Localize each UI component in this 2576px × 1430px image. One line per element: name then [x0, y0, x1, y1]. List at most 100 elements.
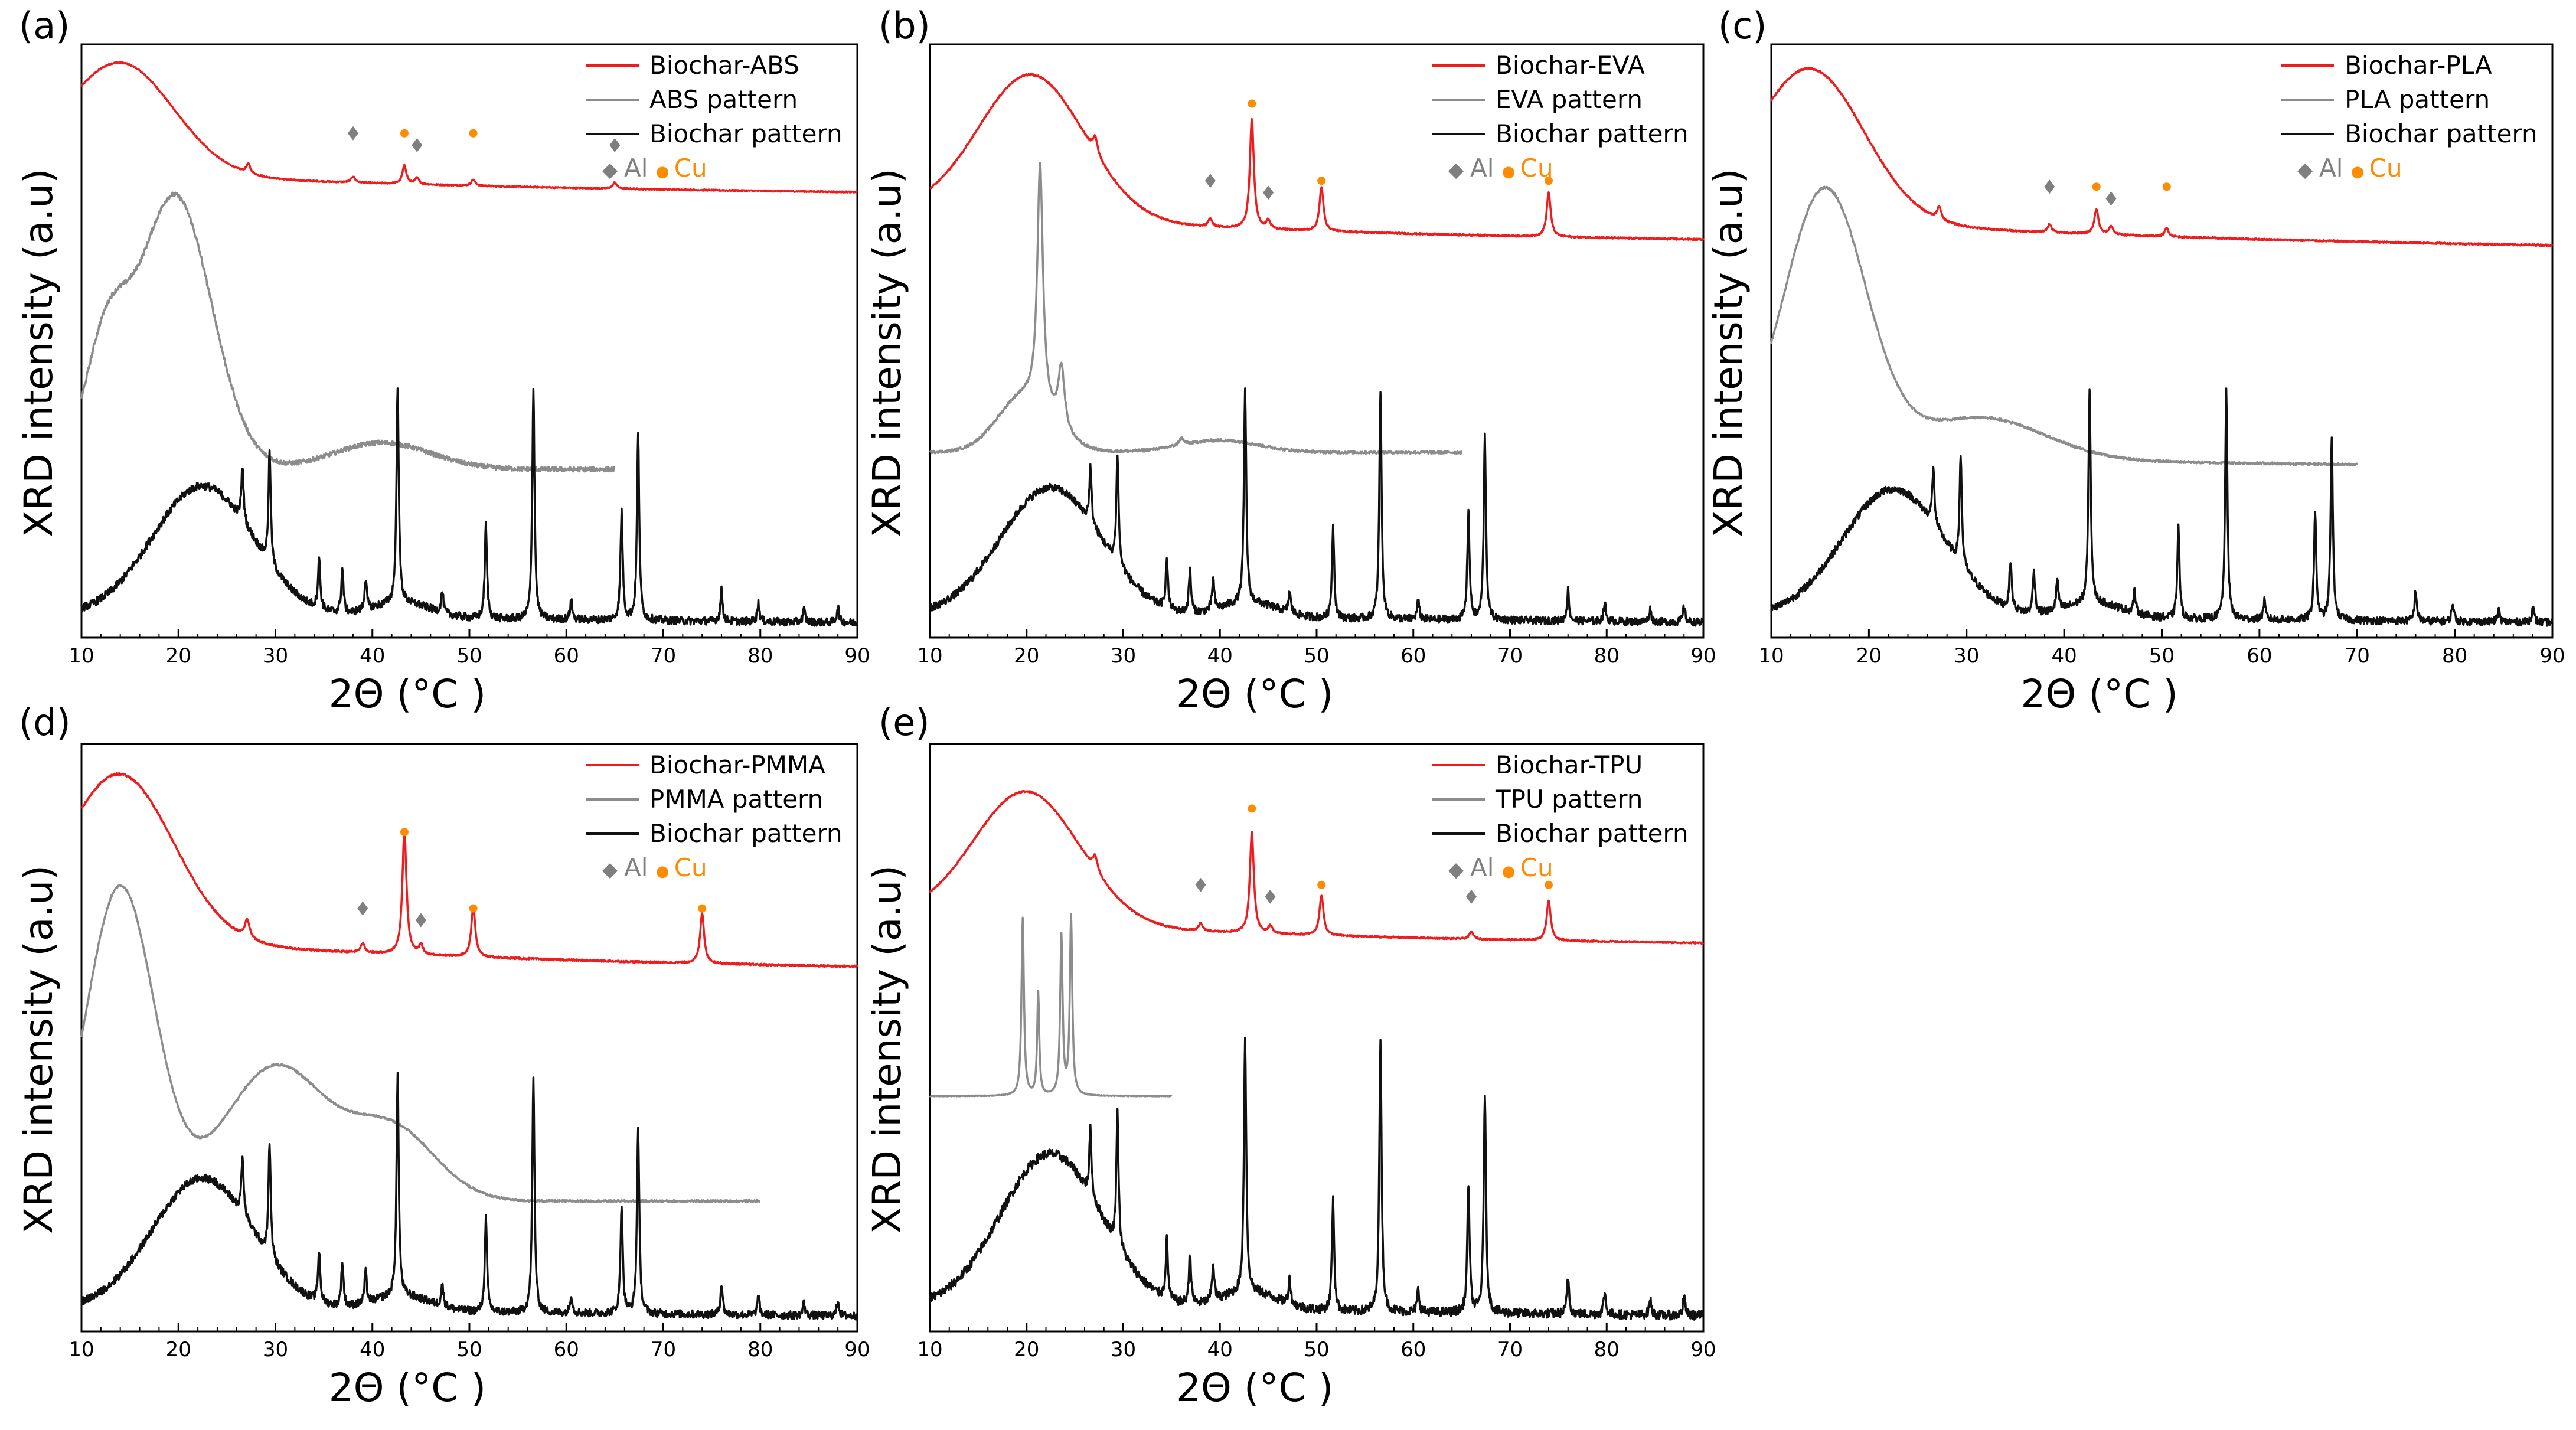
x-tick-label: 90	[2539, 644, 2565, 668]
x-tick-label: 10	[917, 644, 942, 668]
x-tick-label: 20	[166, 1338, 191, 1362]
biochar-curve	[929, 1036, 1704, 1321]
al-peak-marker	[2044, 179, 2055, 194]
x-tick-label: 30	[1954, 644, 1979, 668]
x-tick-label: 30	[263, 1338, 288, 1362]
cu-symbol: ●	[656, 163, 674, 181]
cu-peak-marker	[2162, 182, 2171, 191]
legend-entry: Biochar pattern	[649, 819, 843, 848]
legend-entry: PMMA pattern	[649, 785, 823, 814]
x-axis-title: 2Θ (°C )	[329, 1365, 486, 1411]
x-tick-label: 60	[1400, 1338, 1426, 1362]
x-tick-label: 40	[1207, 644, 1233, 668]
marker-legend: ◆ Al ● Cu	[2297, 154, 2402, 182]
legend-entry: Biochar pattern	[1496, 119, 1689, 148]
al-peak-marker	[347, 126, 358, 141]
x-tick-label: 80	[1594, 644, 1620, 668]
panel-a: 10 20 30 40 50 60 70 80 90 (a) 2Θ (°C ) XRD intensi…	[16, 4, 870, 717]
cu-label: Cu	[2369, 154, 2402, 182]
x-tick-label: 70	[1497, 1338, 1523, 1362]
panel-c: 10 20 30 40 50 60 70 80 90 (c) 2Θ (°C ) XRD intensi…	[1706, 4, 2565, 717]
cu-peak-marker	[1317, 880, 1326, 889]
al-label: Al	[2319, 154, 2351, 182]
x-tick-label: 30	[263, 644, 288, 668]
x-tick-label: 40	[360, 1338, 385, 1362]
al-label: Al	[1470, 853, 1502, 882]
x-tick-label: 70	[651, 1338, 676, 1362]
legend-entry: EVA pattern	[1496, 85, 1643, 114]
cu-peak-marker	[1317, 177, 1326, 185]
composite-curve	[81, 61, 858, 194]
cu-label: Cu	[1520, 853, 1553, 882]
polymer-curve	[80, 191, 616, 473]
composite-curve	[929, 789, 1705, 945]
x-tick-label: 80	[747, 644, 773, 668]
cu-peak-marker	[400, 828, 409, 837]
al-peak-marker	[1195, 877, 1206, 892]
legend-entry: Biochar pattern	[1496, 819, 1689, 848]
x-tick-label: 60	[2247, 644, 2272, 668]
legend-entry: Biochar-EVA	[1496, 51, 1645, 80]
x-tick-label: 50	[2149, 644, 2175, 668]
composite-curve	[80, 772, 858, 968]
polymer-curve	[929, 913, 1173, 1098]
biochar-curve	[1770, 387, 2554, 627]
x-tick-label: 20	[1014, 1338, 1039, 1362]
y-axis-title: XRD intensity (a.u)	[1706, 168, 1751, 537]
y-axis-title: XRD intensity (a.u)	[864, 865, 910, 1234]
marker-legend: ◆ Al ● Cu	[602, 154, 707, 182]
al-peak-marker	[1466, 889, 1477, 904]
x-tick-label: 10	[68, 1338, 94, 1362]
x-tick-label: 10	[917, 1338, 942, 1362]
composite-curve	[1770, 67, 2554, 247]
x-tick-label: 20	[1856, 644, 1882, 668]
al-peak-marker	[1204, 174, 1216, 188]
x-tick-label: 50	[1304, 1338, 1329, 1362]
x-axis-title: 2Θ (°C )	[1176, 671, 1333, 717]
legend-entry: PLA pattern	[2345, 85, 2490, 114]
al-peak-marker	[609, 138, 621, 152]
polymer-curve	[80, 884, 761, 1203]
biochar-curve	[929, 387, 1705, 627]
panel-label: (c)	[1718, 4, 1767, 47]
legend-entry: Biochar pattern	[649, 119, 843, 148]
legend-entry: Biochar-ABS	[649, 51, 799, 80]
y-axis-title: XRD intensity (a.u)	[864, 168, 910, 537]
x-tick-label: 10	[68, 644, 94, 668]
al-peak-marker	[2105, 191, 2117, 206]
x-tick-label: 80	[1594, 1338, 1620, 1362]
x-tick-label: 30	[1111, 1338, 1136, 1362]
legend-entry: TPU pattern	[1495, 785, 1643, 814]
cu-symbol: ●	[1502, 163, 1520, 181]
marker-legend: ◆ Al ● Cu	[602, 853, 707, 882]
biochar-curve	[80, 1072, 858, 1321]
x-tick-label: 40	[1207, 1338, 1233, 1362]
al-peak-marker	[357, 901, 368, 916]
legend-entry: Biochar-TPU	[1496, 750, 1643, 779]
x-tick-label: 50	[456, 644, 482, 668]
y-axis-title: XRD intensity (a.u)	[16, 865, 61, 1234]
cu-peak-marker	[1545, 177, 1553, 185]
x-tick-label: 10	[1758, 644, 1784, 668]
al-peak-marker	[1265, 889, 1276, 904]
biochar-curve	[80, 387, 858, 627]
legend-entry: Biochar pattern	[2345, 119, 2538, 148]
composite-curve	[929, 73, 1705, 241]
x-tick-label: 60	[554, 1338, 579, 1362]
cu-peak-marker	[469, 129, 478, 138]
panel-d: 10 20 30 40 50 60 70 80 90 (d) 2Θ (°C ) XRD intensi…	[16, 701, 870, 1411]
panel-label: (b)	[879, 4, 931, 47]
x-tick-label: 60	[554, 644, 579, 668]
x-tick-label: 50	[456, 1338, 482, 1362]
x-tick-label: 20	[166, 644, 191, 668]
al-symbol: ◆	[2297, 158, 2319, 182]
x-tick-label: 90	[844, 644, 870, 668]
x-tick-label: 40	[360, 644, 385, 668]
x-tick-label: 90	[1690, 644, 1716, 668]
x-tick-label: 50	[1304, 644, 1329, 668]
x-tick-label: 40	[2051, 644, 2077, 668]
al-peak-marker	[1263, 185, 1274, 200]
y-axis-title: XRD intensity (a.u)	[16, 168, 61, 537]
panel-label: (a)	[19, 4, 70, 47]
